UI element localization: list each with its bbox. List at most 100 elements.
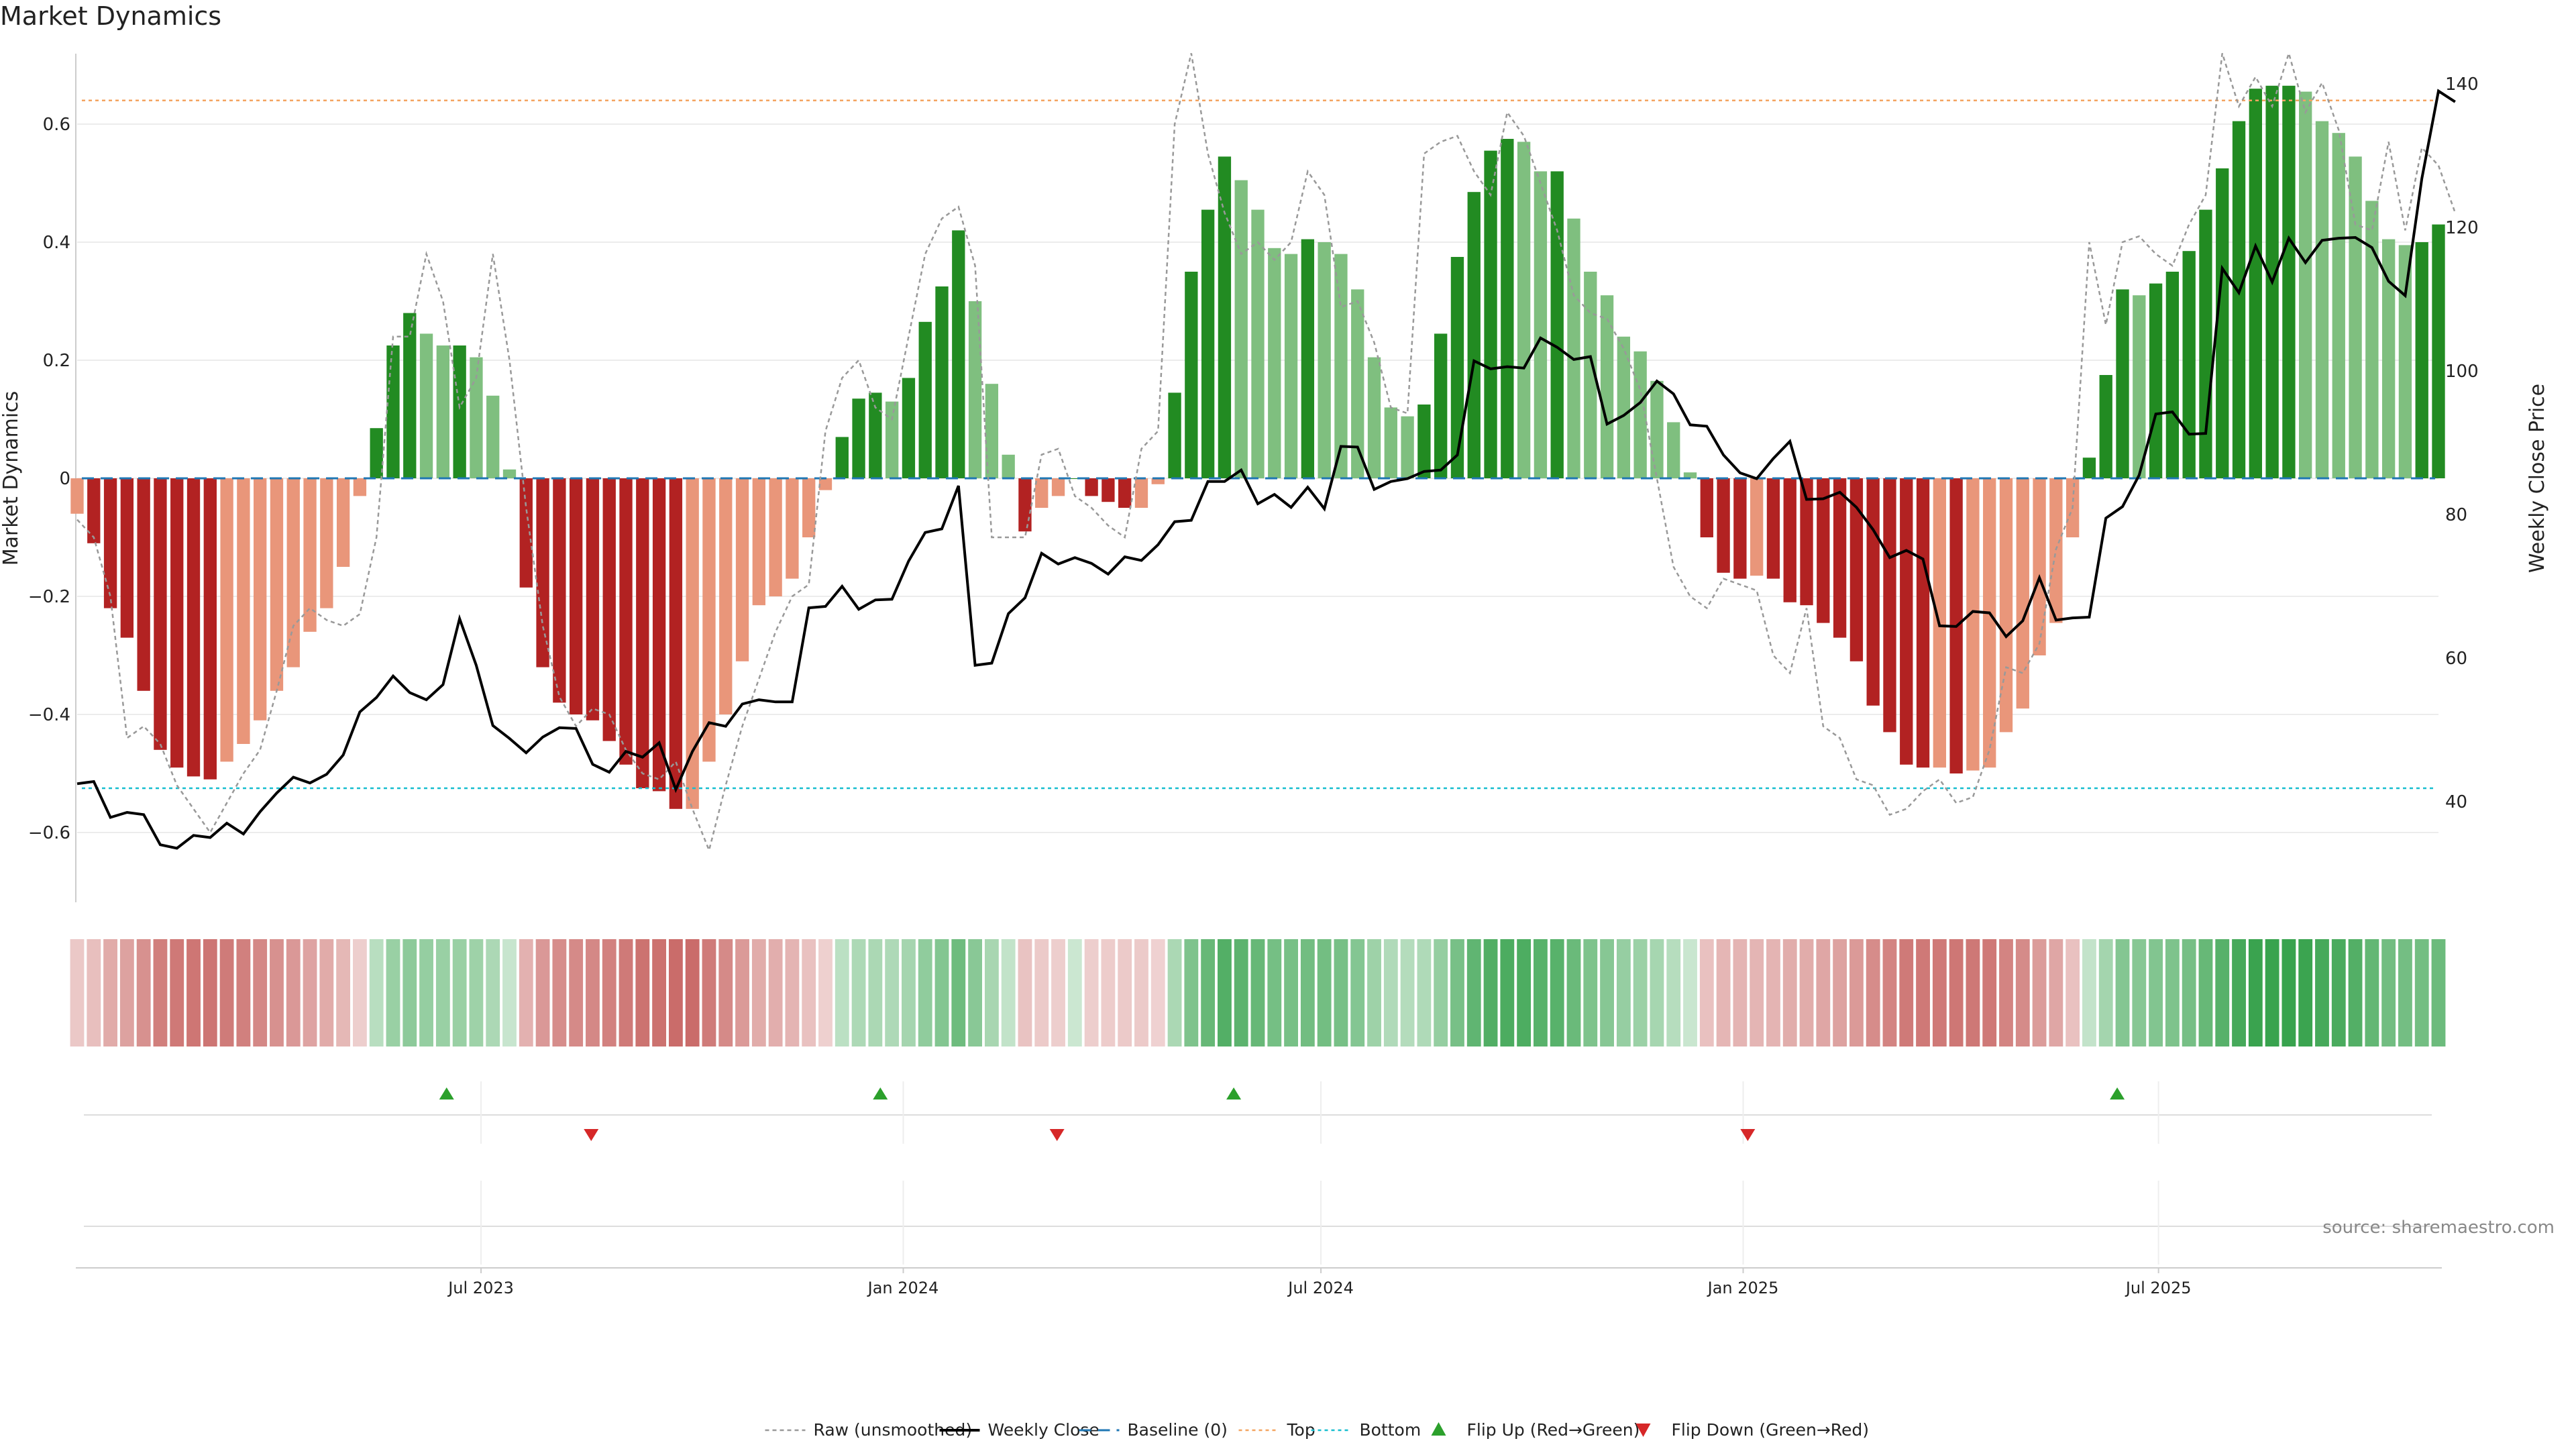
heat-strip-cell [319, 939, 334, 1046]
dynamics-bar [1002, 454, 1015, 478]
heat-strip-cell [1150, 939, 1165, 1046]
heat-strip-cell [818, 939, 833, 1046]
heat-strip-cell [1600, 939, 1614, 1046]
left-tick-label: 0.2 [43, 351, 70, 371]
heat-strip-cell [552, 939, 567, 1046]
heat-strip-cell [835, 939, 849, 1046]
heat-strip-cell [718, 939, 733, 1046]
heat-strip-cell [1350, 939, 1365, 1046]
heat-strip-cell [1034, 939, 1049, 1046]
dynamics-bar [952, 230, 965, 478]
dynamics-bar [1334, 254, 1348, 478]
dynamics-bar [1068, 478, 1081, 479]
heat-strip-cell [2015, 939, 2030, 1046]
dynamics-bar [1484, 150, 1497, 478]
dynamics-bar [2315, 121, 2329, 479]
heat-strip-cell [934, 939, 949, 1046]
heat-strip-cell [2232, 939, 2246, 1046]
dynamics-bar [1800, 478, 1813, 606]
heat-strip-cell [2282, 939, 2296, 1046]
dynamics-bar [1966, 478, 1980, 771]
dynamics-bar [2033, 478, 2046, 655]
dynamics-bar [918, 321, 932, 478]
heat-strip-cell [1833, 939, 1847, 1046]
dynamics-bar [2349, 156, 2362, 478]
dynamics-bar [1218, 156, 1232, 478]
dynamics-bar [436, 345, 450, 478]
heat-strip-cell [2082, 939, 2096, 1046]
heat-strip-cell [2215, 939, 2230, 1046]
heat-strip-cell [2331, 939, 2346, 1046]
left-tick-label: 0.6 [43, 115, 70, 135]
heat-strip-cell [1367, 939, 1381, 1046]
dynamics-bar [1866, 478, 1880, 706]
heat-strip-cell [1849, 939, 1864, 1046]
heat-strip-cell [1317, 939, 1332, 1046]
dynamics-bar [818, 478, 833, 490]
heat-strip-cell [70, 939, 85, 1046]
dynamics-bar [1617, 336, 1631, 478]
heat-strip-cell [2182, 939, 2196, 1046]
dynamics-bar [270, 478, 284, 691]
dynamics-bar [1833, 478, 1847, 638]
heat-strip-cell [136, 939, 151, 1046]
heat-strip-cell [1001, 939, 1016, 1046]
dynamics-bar [1185, 272, 1198, 478]
heat-strip-cell [918, 939, 932, 1046]
heat-strip-cell [2414, 939, 2429, 1046]
heat-strip-cell [1218, 939, 1232, 1046]
heat-strip-cell [868, 939, 883, 1046]
dynamics-bar [2415, 242, 2428, 478]
heat-strip-cell [1400, 939, 1415, 1046]
heat-strip-cell [1899, 939, 1914, 1046]
dynamics-bar [186, 478, 201, 777]
heat-strip-cell [2065, 939, 2080, 1046]
right-tick-label: 140 [2445, 74, 2479, 95]
dynamics-bar [1417, 405, 1431, 478]
legend-label: Baseline (0) [1128, 1420, 1228, 1440]
dynamics-bar [619, 478, 633, 765]
dynamics-bar [569, 478, 583, 714]
x-tick-label: Jul 2025 [2125, 1279, 2192, 1297]
heat-strip-cell [1616, 939, 1631, 1046]
heat-strip-cell [751, 939, 766, 1046]
heat-strip-cell [87, 939, 101, 1046]
dynamics-bar [1883, 478, 1896, 733]
heat-strip-cell [1750, 939, 1764, 1046]
dynamics-bar [1450, 257, 1464, 478]
dynamics-bar [1367, 357, 1381, 478]
dynamics-bar [87, 478, 101, 543]
heat-strip-cell [1084, 939, 1099, 1046]
right-axis-title: Weekly Close Price [2526, 384, 2549, 573]
heat-strip-cell [486, 939, 500, 1046]
heat-strip-cell [1766, 939, 1780, 1046]
heat-strip-cell [2049, 939, 2063, 1046]
heat-strip-cell [1118, 939, 1132, 1046]
dynamics-bar [2016, 478, 2029, 709]
chart-title: Market Dynamics [0, 1, 222, 31]
heat-strip-cell [2165, 939, 2180, 1046]
dynamics-bar [1567, 218, 1580, 478]
dynamics-bar [1318, 242, 1331, 478]
heat-strip-cell [170, 939, 184, 1046]
dynamics-bar [70, 478, 84, 514]
heat-strip-cell [352, 939, 367, 1046]
dynamics-bar [519, 478, 533, 588]
heat-strip-cell [535, 939, 550, 1046]
dynamics-bar [1467, 192, 1481, 478]
dynamics-bar [2398, 245, 2412, 478]
dynamics-bar [2432, 224, 2445, 478]
heat-strip-cell [1334, 939, 1348, 1046]
dynamics-bar [237, 478, 250, 744]
heat-strip-cell [968, 939, 983, 1046]
heat-strip-cell [685, 939, 700, 1046]
heat-strip-cell [1699, 939, 1714, 1046]
heat-strip-cell [1550, 939, 1564, 1046]
dynamics-bar [254, 478, 267, 720]
heat-strip-cell [253, 939, 268, 1046]
heat-strip-cell [2098, 939, 2113, 1046]
heat-strip-cell [1650, 939, 1664, 1046]
dynamics-bar [869, 392, 882, 478]
dynamics-bar [2332, 133, 2345, 478]
